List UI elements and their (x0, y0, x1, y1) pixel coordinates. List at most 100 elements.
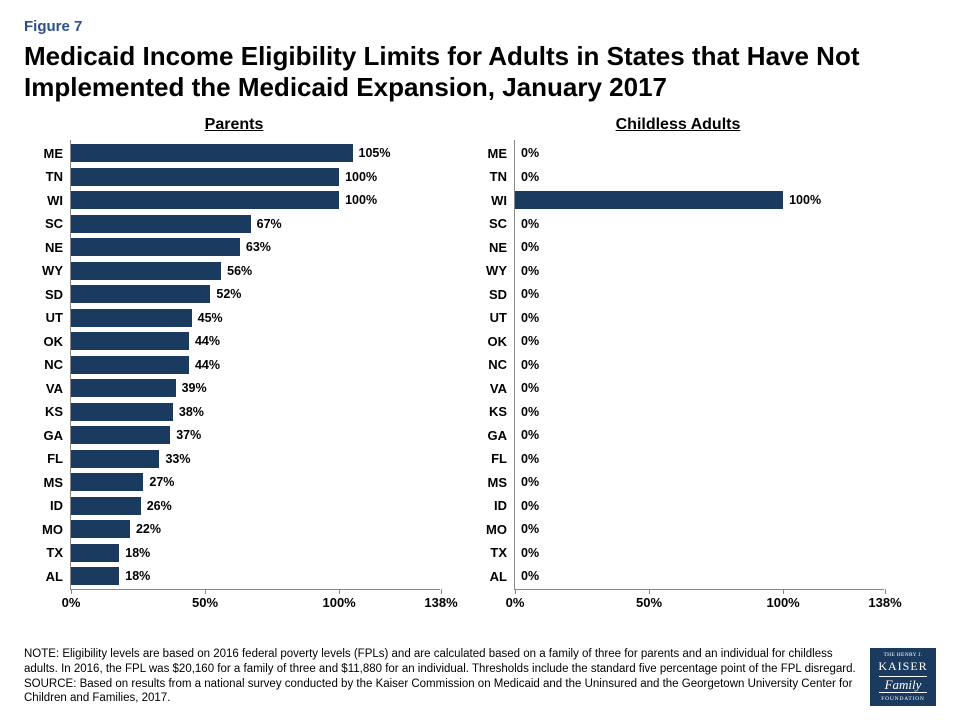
value-label: 39% (182, 381, 207, 395)
value-label: 0% (521, 546, 539, 560)
category-label: ME (27, 146, 63, 161)
value-label: 100% (345, 193, 377, 207)
category-label: MO (471, 522, 507, 537)
bar-row: UT45% (71, 307, 440, 329)
bar (71, 497, 141, 515)
category-label: SC (27, 216, 63, 231)
bar-row: SD0% (515, 283, 884, 305)
bar-row: TX18% (71, 542, 440, 564)
bar (71, 332, 189, 350)
category-label: GA (471, 428, 507, 443)
category-label: VA (27, 381, 63, 396)
value-label: 37% (176, 428, 201, 442)
value-label: 18% (125, 569, 150, 583)
bar-row: TX0% (515, 542, 884, 564)
bar (71, 285, 210, 303)
bar-row: ID26% (71, 495, 440, 517)
bar-row: KS0% (515, 401, 884, 423)
bar-row: OK0% (515, 330, 884, 352)
bar (515, 191, 783, 209)
category-label: GA (27, 428, 63, 443)
xtick-label: 100% (766, 595, 799, 610)
xtick-mark (339, 589, 340, 594)
value-label: 44% (195, 334, 220, 348)
category-label: SD (471, 287, 507, 302)
bar-row: NE63% (71, 236, 440, 258)
value-label: 100% (345, 170, 377, 184)
bar-row: GA37% (71, 424, 440, 446)
value-label: 33% (165, 452, 190, 466)
category-label: OK (471, 334, 507, 349)
category-label: ME (471, 146, 507, 161)
bar-row: NC44% (71, 354, 440, 376)
category-label: MS (471, 475, 507, 490)
category-label: NC (471, 357, 507, 372)
category-label: TX (27, 545, 63, 560)
value-label: 63% (246, 240, 271, 254)
xtick-mark (441, 589, 442, 594)
value-label: 0% (521, 428, 539, 442)
value-label: 0% (521, 499, 539, 513)
value-label: 0% (521, 452, 539, 466)
bar-row: ID0% (515, 495, 884, 517)
value-label: 0% (521, 569, 539, 583)
category-label: AL (27, 569, 63, 584)
xtick-mark (515, 589, 516, 594)
category-label: WI (27, 193, 63, 208)
category-label: MS (27, 475, 63, 490)
xtick-mark (649, 589, 650, 594)
category-label: SD (27, 287, 63, 302)
bar-row: MO0% (515, 518, 884, 540)
chart-panel: ParentsME105%TN100%WI100%SC67%NE63%WY56%… (24, 116, 444, 590)
logo-line-4: FOUNDATION (881, 696, 924, 702)
value-label: 0% (521, 405, 539, 419)
bar (71, 191, 339, 209)
xtick-label: 100% (322, 595, 355, 610)
value-label: 0% (521, 217, 539, 231)
bar (71, 473, 143, 491)
value-label: 38% (179, 405, 204, 419)
category-label: KS (471, 404, 507, 419)
source-text: SOURCE: Based on results from a national… (24, 677, 858, 706)
category-label: WY (471, 263, 507, 278)
kff-logo: THE HENRY J. KAISER Family FOUNDATION (870, 648, 936, 706)
bar-row: WY0% (515, 260, 884, 282)
charts-container: ParentsME105%TN100%WI100%SC67%NE63%WY56%… (24, 116, 936, 590)
category-label: MO (27, 522, 63, 537)
category-label: NE (471, 240, 507, 255)
bar-row: TN100% (71, 166, 440, 188)
bar-row: OK44% (71, 330, 440, 352)
value-label: 67% (257, 217, 282, 231)
note-text: NOTE: Eligibility levels are based on 20… (24, 647, 858, 676)
value-label: 0% (521, 287, 539, 301)
category-label: FL (27, 451, 63, 466)
value-label: 27% (149, 475, 174, 489)
bar-row: WY56% (71, 260, 440, 282)
value-label: 0% (521, 334, 539, 348)
logo-rule (879, 692, 927, 693)
xtick-label: 0% (506, 595, 525, 610)
bar-row: NC0% (515, 354, 884, 376)
value-label: 45% (198, 311, 223, 325)
category-label: WY (27, 263, 63, 278)
bar-row: TN0% (515, 166, 884, 188)
value-label: 56% (227, 264, 252, 278)
xtick-label: 138% (424, 595, 457, 610)
bar-row: AL0% (515, 565, 884, 587)
xtick-label: 138% (868, 595, 901, 610)
bar-row: MS0% (515, 471, 884, 493)
xtick-label: 50% (192, 595, 218, 610)
bar (71, 238, 240, 256)
xtick-mark (205, 589, 206, 594)
logo-line-2: KAISER (878, 659, 927, 674)
bar-row: MS27% (71, 471, 440, 493)
value-label: 0% (521, 170, 539, 184)
bar-row: ME0% (515, 142, 884, 164)
value-label: 0% (521, 358, 539, 372)
bar (71, 356, 189, 374)
bar (71, 426, 170, 444)
logo-line-3: Family (885, 679, 922, 691)
footer: NOTE: Eligibility levels are based on 20… (24, 647, 936, 706)
bar-row: NE0% (515, 236, 884, 258)
panel-title: Parents (24, 116, 444, 134)
